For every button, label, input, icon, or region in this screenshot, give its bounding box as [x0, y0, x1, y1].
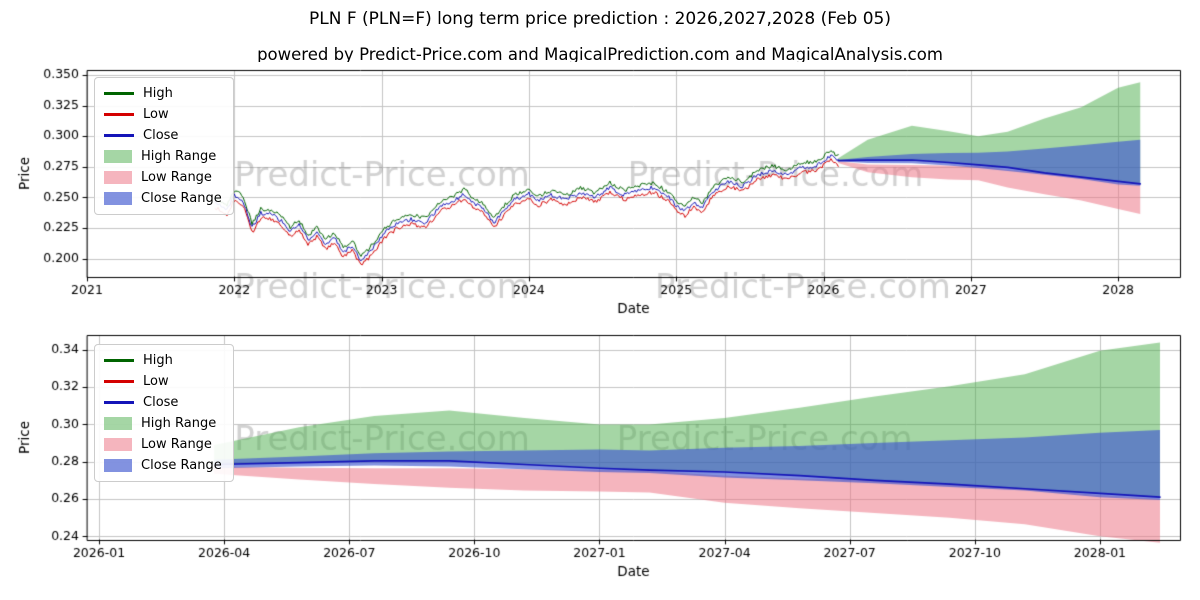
- legend-item-high: High: [104, 350, 222, 371]
- legend-label: Low Range: [141, 170, 212, 185]
- legend-item-close: Close: [104, 392, 222, 413]
- page-title: PLN F (PLN=F) long term price prediction…: [309, 9, 891, 29]
- legend-label: Close: [143, 395, 179, 410]
- legend-item-high: High: [104, 83, 222, 104]
- legend-label: High: [143, 86, 173, 101]
- legend-patch-swatch: [104, 150, 132, 163]
- legend-label: Low: [143, 107, 169, 122]
- legend-label: Close Range: [141, 458, 222, 473]
- legend-label: High Range: [141, 416, 217, 431]
- legend-item-high-range: High Range: [104, 146, 222, 167]
- top-chart-legend: High Low Close High Range Low Range Close Ran…: [94, 77, 234, 215]
- legend-line-swatch: [104, 92, 134, 95]
- legend-label: High Range: [141, 149, 217, 164]
- legend-label: Close: [143, 128, 179, 143]
- legend-item-high-range: High Range: [104, 413, 222, 434]
- legend-item-low: Low: [104, 371, 222, 392]
- legend-label: Low Range: [141, 437, 212, 452]
- legend-item-low-range: Low Range: [104, 167, 222, 188]
- legend-patch-swatch: [104, 459, 132, 472]
- legend-item-close-range: Close Range: [104, 455, 222, 476]
- legend-label: Low: [143, 374, 169, 389]
- bottom-chart-legend: High Low Close High Range Low Range Close Ran…: [94, 344, 234, 482]
- legend-patch-swatch: [104, 192, 132, 205]
- legend-line-swatch: [104, 401, 134, 404]
- legend-item-close-range: Close Range: [104, 188, 222, 209]
- legend-label: High: [143, 353, 173, 368]
- legend-line-swatch: [104, 359, 134, 362]
- legend-patch-swatch: [104, 417, 132, 430]
- legend-item-low-range: Low Range: [104, 434, 222, 455]
- legend-item-close: Close: [104, 125, 222, 146]
- legend-line-swatch: [104, 113, 134, 116]
- page-subtitle: powered by Predict-Price.com and Magical…: [257, 45, 943, 64]
- legend-line-swatch: [104, 134, 134, 137]
- legend-patch-swatch: [104, 438, 132, 451]
- legend-patch-swatch: [104, 171, 132, 184]
- legend-item-low: Low: [104, 104, 222, 125]
- legend-line-swatch: [104, 380, 134, 383]
- legend-label: Close Range: [141, 191, 222, 206]
